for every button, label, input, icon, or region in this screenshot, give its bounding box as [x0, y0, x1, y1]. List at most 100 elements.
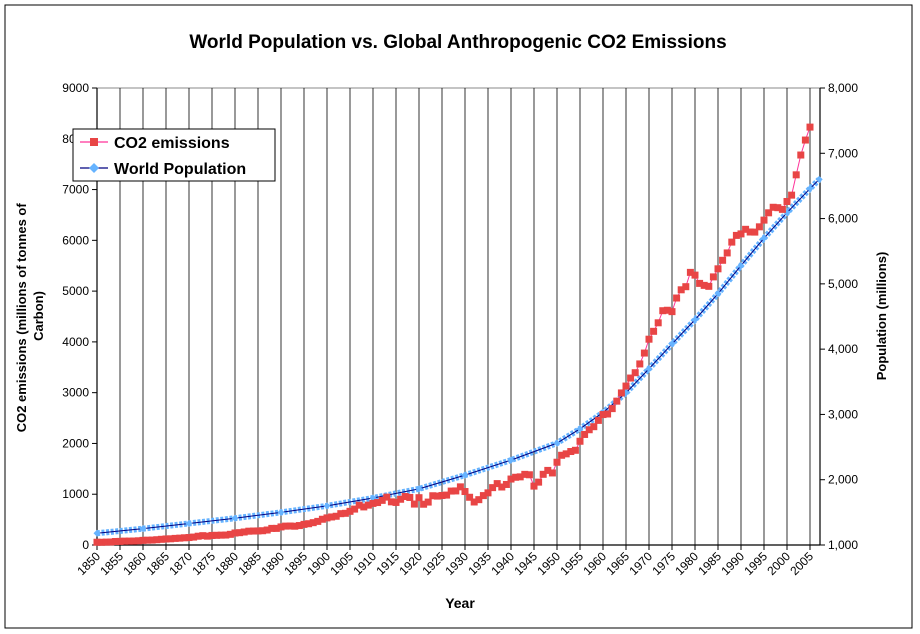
y-tick-label-right: 6,000: [828, 212, 858, 226]
co2-point: [323, 514, 331, 522]
co2-point: [571, 446, 579, 454]
co2-point: [121, 537, 129, 545]
co2-point: [332, 512, 340, 520]
y-axis-label-left-line1: CO2 emissions (millions of tonnes of: [14, 203, 29, 433]
co2-point: [139, 536, 147, 544]
co2-point: [116, 537, 124, 545]
co2-point: [774, 204, 782, 212]
co2-point: [194, 532, 202, 540]
population-point: [645, 365, 653, 373]
co2-point: [190, 533, 198, 541]
co2-point: [723, 249, 731, 257]
co2-point: [337, 510, 345, 518]
co2-point: [737, 230, 745, 238]
co2-point: [751, 228, 759, 236]
co2-point: [470, 498, 478, 506]
population-point: [760, 234, 768, 242]
co2-point: [272, 524, 280, 532]
legend: CO2 emissions World Population: [72, 128, 276, 182]
co2-point: [705, 282, 713, 290]
co2-point: [406, 493, 414, 501]
legend-population-label: World Population: [114, 161, 246, 178]
y-axis-label-left: CO2 emissions (millions of tonnes of Car…: [14, 200, 46, 433]
population-point: [93, 529, 101, 537]
co2-point: [792, 171, 800, 179]
co2-point: [650, 327, 658, 335]
co2-point: [392, 498, 400, 506]
co2-point: [535, 478, 543, 486]
co2-point: [631, 369, 639, 377]
co2-point: [226, 530, 234, 538]
co2-point: [314, 517, 322, 525]
co2-point: [203, 532, 211, 540]
co2-point: [415, 494, 423, 502]
co2-point: [788, 191, 796, 199]
co2-point: [125, 537, 133, 545]
co2-point: [360, 503, 368, 511]
y-tick-label-right: 7,000: [828, 146, 858, 160]
y-tick-label-right: 3,000: [828, 407, 858, 421]
co2-point: [208, 531, 216, 539]
co2-point: [645, 335, 653, 343]
co2-point: [424, 498, 432, 506]
co2-point: [668, 308, 676, 316]
co2-point: [240, 528, 248, 536]
legend-population-marker: [89, 163, 99, 173]
co2-point: [801, 136, 809, 144]
co2-point: [608, 405, 616, 413]
legend-co2-label: CO2 emissions: [114, 135, 230, 152]
co2-point: [162, 535, 170, 543]
co2-point: [300, 520, 308, 528]
co2-point: [806, 123, 814, 131]
y-tick-label-left: 4000: [62, 335, 89, 349]
co2-point: [594, 416, 602, 424]
population-point: [415, 485, 423, 493]
y-tick-label-left: 9000: [62, 81, 89, 95]
y-tick-label-right: 1,000: [828, 538, 858, 552]
co2-point: [167, 535, 175, 543]
co2-point: [700, 281, 708, 289]
co2-point: [673, 294, 681, 302]
co2-point: [760, 216, 768, 224]
co2-point: [640, 349, 648, 357]
co2-point: [553, 458, 561, 466]
co2-point: [222, 531, 230, 539]
co2-point: [682, 283, 690, 291]
co2-point: [489, 484, 497, 492]
co2-point: [696, 279, 704, 287]
co2-point: [318, 515, 326, 523]
co2-point: [429, 492, 437, 500]
co2-point: [387, 498, 395, 506]
co2-point: [176, 534, 184, 542]
co2-point: [686, 268, 694, 276]
y-tick-label-left: 6000: [62, 233, 89, 247]
co2-point: [599, 411, 607, 419]
co2-point: [769, 203, 777, 211]
population-point: [277, 508, 285, 516]
population-point: [714, 290, 722, 298]
co2-point: [107, 538, 115, 546]
co2-point: [355, 501, 363, 509]
co2-point: [466, 493, 474, 501]
co2-point: [231, 529, 239, 537]
y-tick-label-left: 2000: [62, 436, 89, 450]
co2-point: [677, 286, 685, 294]
co2-point: [245, 527, 253, 535]
co2-point: [484, 489, 492, 497]
co2-point: [397, 495, 405, 503]
co2-point: [130, 537, 138, 545]
population-point: [576, 425, 584, 433]
co2-point: [268, 524, 276, 532]
co2-point: [742, 225, 750, 233]
co2-point: [401, 493, 409, 501]
co2-point: [539, 470, 547, 478]
co2-point: [263, 526, 271, 534]
co2-point: [420, 500, 428, 508]
co2-point: [144, 536, 152, 544]
co2-point: [98, 538, 106, 546]
co2-point: [461, 488, 469, 496]
co2-point: [456, 483, 464, 491]
co2-point: [180, 534, 188, 542]
co2-point: [185, 534, 193, 542]
